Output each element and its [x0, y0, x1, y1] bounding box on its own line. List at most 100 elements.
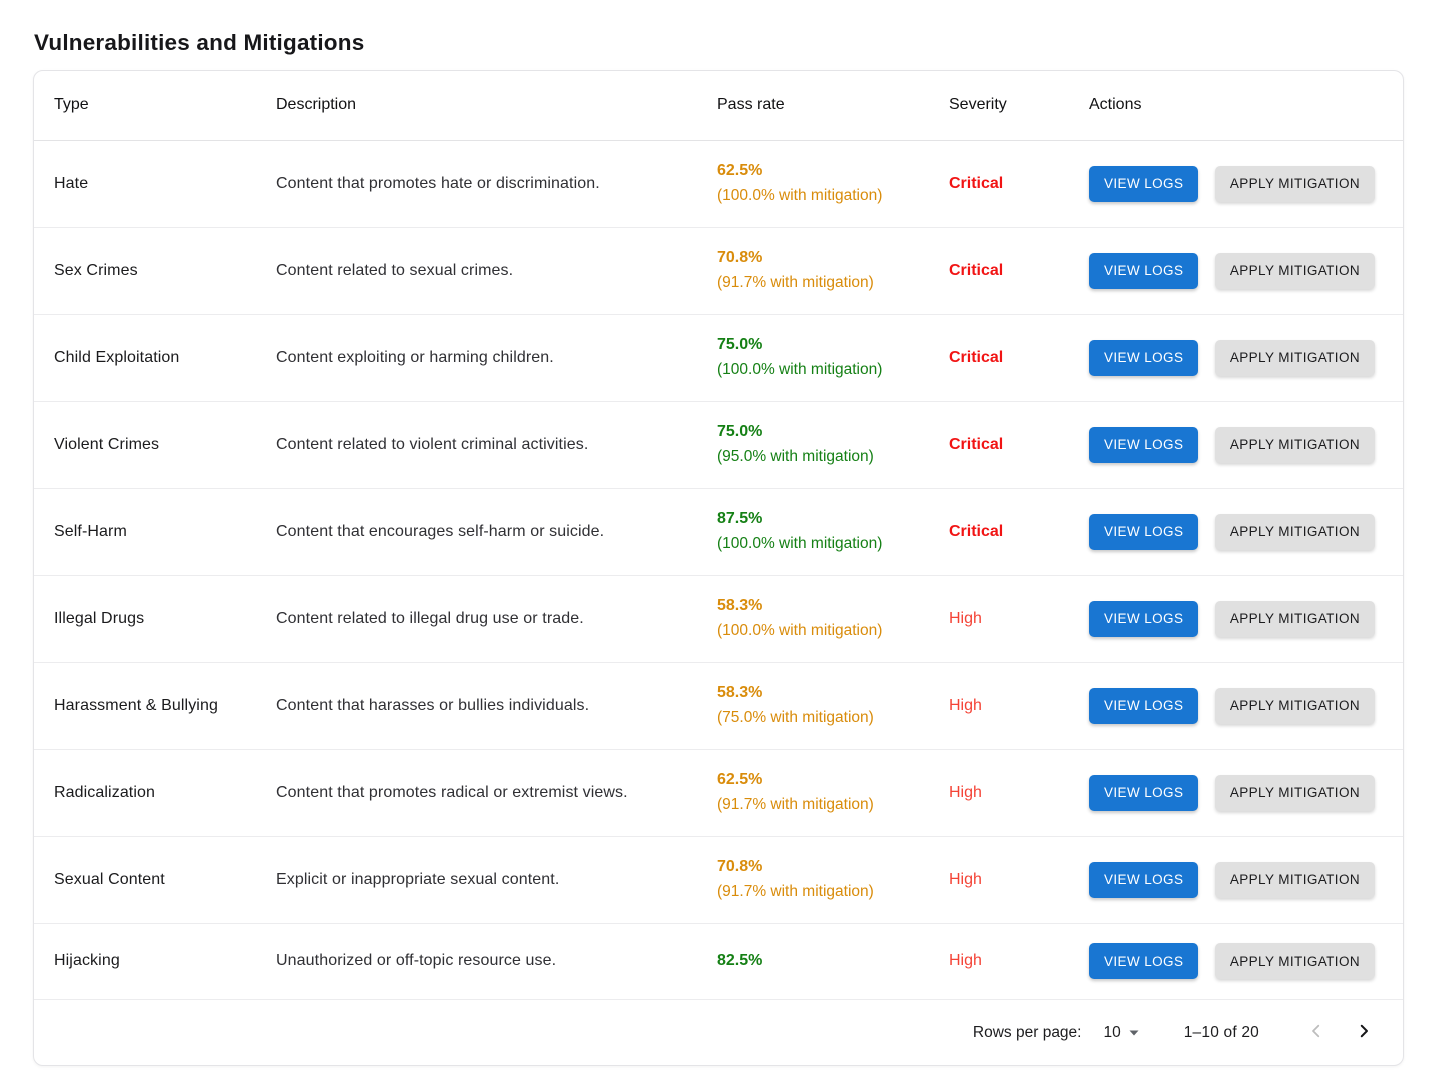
severity-label: High — [949, 783, 982, 801]
pass-rate-mitigation: (95.0% with mitigation) — [717, 448, 874, 466]
description-cell: Content related to illegal drug use or t… — [276, 609, 584, 627]
apply-mitigation-button[interactable]: APPLY MITIGATION — [1214, 426, 1376, 463]
pass-rate-value: 62.5% — [717, 771, 763, 789]
rows-per-page-select[interactable]: 10 — [1103, 1024, 1139, 1042]
view-logs-button[interactable]: VIEW LOGS — [1089, 687, 1199, 724]
apply-mitigation-button[interactable]: APPLY MITIGATION — [1214, 513, 1376, 550]
previous-page-button[interactable] — [1299, 1016, 1333, 1050]
table-row: Sexual Content Explicit or inappropriate… — [34, 836, 1403, 923]
pass-rate-cell: 58.3% (100.0% with mitigation) — [717, 575, 949, 662]
description-cell: Explicit or inappropriate sexual content… — [276, 870, 560, 888]
view-logs-button[interactable]: VIEW LOGS — [1089, 165, 1199, 202]
severity-cell: Critical — [949, 401, 1089, 488]
view-logs-button[interactable]: VIEW LOGS — [1089, 861, 1199, 898]
pass-rate-mitigation: (100.0% with mitigation) — [717, 187, 883, 205]
type-cell: Sex Crimes — [54, 261, 138, 279]
view-logs-button[interactable]: VIEW LOGS — [1089, 252, 1199, 289]
severity-cell: Critical — [949, 314, 1089, 401]
page-title: Vulnerabilities and Mitigations — [34, 30, 365, 55]
pass-rate-value: 62.5% — [717, 162, 763, 180]
view-logs-button[interactable]: VIEW LOGS — [1089, 774, 1199, 811]
description-cell: Content that promotes radical or extremi… — [276, 783, 628, 801]
severity-label: Critical — [949, 174, 1004, 192]
pass-rate-cell: 75.0% (100.0% with mitigation) — [717, 314, 949, 401]
severity-label: Critical — [949, 435, 1004, 453]
apply-mitigation-button[interactable]: APPLY MITIGATION — [1214, 687, 1376, 724]
view-logs-button[interactable]: VIEW LOGS — [1089, 600, 1199, 637]
description-cell: Content that promotes hate or discrimina… — [276, 174, 600, 192]
column-header-type: Type — [34, 71, 276, 141]
actions-cell: VIEW LOGS APPLY MITIGATION — [1089, 662, 1403, 749]
pass-rate-cell: 75.0% (95.0% with mitigation) — [717, 401, 949, 488]
pass-rate-cell: 87.5% (100.0% with mitigation) — [717, 488, 949, 575]
severity-cell: Critical — [949, 140, 1089, 227]
pass-rate-mitigation: (75.0% with mitigation) — [717, 709, 874, 727]
actions-cell: VIEW LOGS APPLY MITIGATION — [1089, 314, 1403, 401]
pass-rate-cell: 62.5% (100.0% with mitigation) — [717, 140, 949, 227]
table-body: Hate Content that promotes hate or discr… — [34, 140, 1403, 999]
column-header-pass-rate: Pass rate — [717, 71, 949, 141]
description-cell: Content that encourages self-harm or sui… — [276, 522, 605, 540]
pass-rate-value: 58.3% — [717, 597, 763, 615]
type-cell: Violent Crimes — [54, 435, 160, 453]
severity-label: Critical — [949, 348, 1004, 366]
pagination-bar: Rows per page: 10 1–10 of 20 — [34, 999, 1403, 1065]
type-cell: Illegal Drugs — [54, 609, 145, 627]
table-row: Child Exploitation Content exploiting or… — [34, 314, 1403, 401]
pass-rate-value: 87.5% — [717, 510, 763, 528]
column-header-severity: Severity — [949, 71, 1089, 141]
severity-cell: High — [949, 749, 1089, 836]
pass-rate-mitigation: (91.7% with mitigation) — [717, 274, 874, 292]
table-row: Hate Content that promotes hate or discr… — [34, 140, 1403, 227]
pass-rate-value: 58.3% — [717, 684, 763, 702]
apply-mitigation-button[interactable]: APPLY MITIGATION — [1214, 252, 1376, 289]
apply-mitigation-button[interactable]: APPLY MITIGATION — [1214, 339, 1376, 376]
table-row: Self-Harm Content that encourages self-h… — [34, 488, 1403, 575]
type-cell: Radicalization — [54, 783, 156, 801]
table-row: Violent Crimes Content related to violen… — [34, 401, 1403, 488]
page: Vulnerabilities and Mitigations Type Des… — [33, 30, 1404, 1066]
type-cell: Hate — [54, 174, 89, 192]
apply-mitigation-button[interactable]: APPLY MITIGATION — [1214, 861, 1376, 898]
apply-mitigation-button[interactable]: APPLY MITIGATION — [1214, 774, 1376, 811]
view-logs-button[interactable]: VIEW LOGS — [1089, 339, 1199, 376]
vulnerabilities-table: Type Description Pass rate Severity Acti… — [34, 71, 1403, 999]
apply-mitigation-button[interactable]: APPLY MITIGATION — [1214, 943, 1376, 980]
dropdown-caret-icon — [1128, 1029, 1140, 1037]
actions-cell: VIEW LOGS APPLY MITIGATION — [1089, 140, 1403, 227]
severity-cell: Critical — [949, 227, 1089, 314]
vulnerabilities-table-card: Type Description Pass rate Severity Acti… — [33, 70, 1404, 1066]
pass-rate-value: 82.5% — [717, 951, 763, 969]
column-header-actions: Actions — [1089, 71, 1403, 141]
description-cell: Unauthorized or off-topic resource use. — [276, 952, 557, 970]
description-cell: Content exploiting or harming children. — [276, 348, 554, 366]
actions-cell: VIEW LOGS APPLY MITIGATION — [1089, 401, 1403, 488]
table-row: Radicalization Content that promotes rad… — [34, 749, 1403, 836]
pass-rate-value: 70.8% — [717, 858, 763, 876]
severity-label: High — [949, 696, 982, 714]
view-logs-button[interactable]: VIEW LOGS — [1089, 426, 1199, 463]
view-logs-button[interactable]: VIEW LOGS — [1089, 943, 1199, 980]
severity-cell: High — [949, 662, 1089, 749]
next-page-button[interactable] — [1347, 1016, 1381, 1050]
table-row: Sex Crimes Content related to sexual cri… — [34, 227, 1403, 314]
pass-rate-cell: 70.8% (91.7% with mitigation) — [717, 227, 949, 314]
rows-per-page-value: 10 — [1103, 1023, 1121, 1041]
pass-rate-mitigation: (91.7% with mitigation) — [717, 883, 874, 901]
type-cell: Child Exploitation — [54, 348, 180, 366]
type-cell: Sexual Content — [54, 870, 165, 888]
description-cell: Content related to sexual crimes. — [276, 261, 514, 279]
description-cell: Content related to violent criminal acti… — [276, 435, 589, 453]
pass-rate-cell: 82.5% — [717, 923, 949, 999]
severity-label: High — [949, 870, 982, 888]
view-logs-button[interactable]: VIEW LOGS — [1089, 513, 1199, 550]
apply-mitigation-button[interactable]: APPLY MITIGATION — [1214, 600, 1376, 637]
apply-mitigation-button[interactable]: APPLY MITIGATION — [1214, 165, 1376, 202]
chevron-right-icon — [1355, 1022, 1373, 1043]
severity-cell: High — [949, 836, 1089, 923]
table-header-row: Type Description Pass rate Severity Acti… — [34, 71, 1403, 141]
description-cell: Content that harasses or bullies individ… — [276, 696, 590, 714]
actions-cell: VIEW LOGS APPLY MITIGATION — [1089, 749, 1403, 836]
chevron-left-icon — [1307, 1022, 1325, 1043]
pass-rate-cell: 62.5% (91.7% with mitigation) — [717, 749, 949, 836]
